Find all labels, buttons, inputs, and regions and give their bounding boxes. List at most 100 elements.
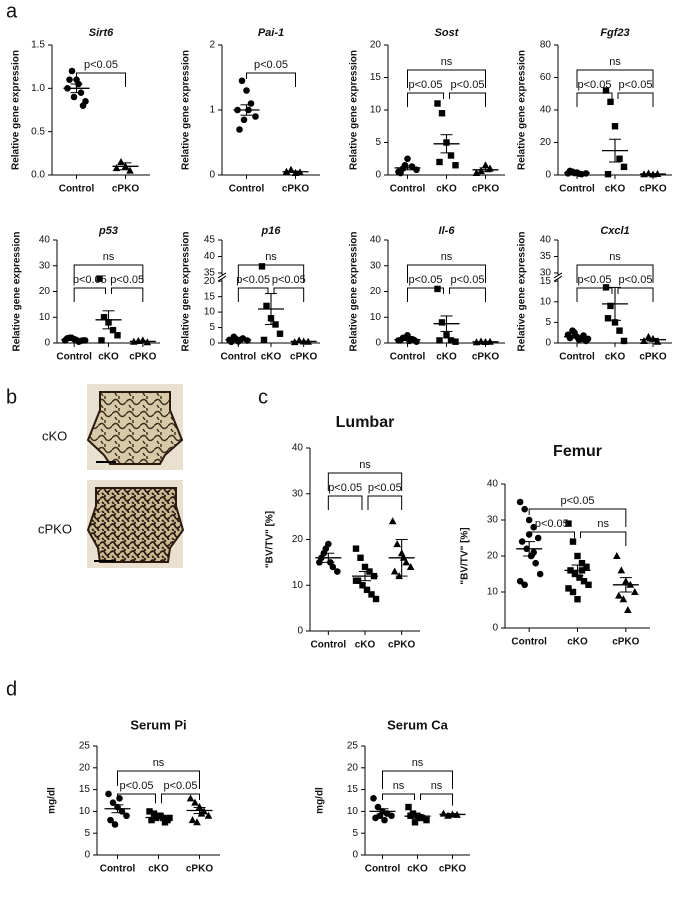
data-point — [186, 794, 195, 802]
comparison-label: p<0.05 — [619, 79, 653, 91]
y-tick-label: 0 — [545, 338, 551, 349]
y-tick-label: 5 — [84, 828, 90, 839]
data-point — [472, 169, 481, 177]
data-point — [521, 505, 528, 513]
data-point — [96, 275, 103, 282]
y-tick-label: 10 — [292, 580, 304, 591]
data-point — [624, 606, 632, 613]
data-point — [238, 77, 246, 85]
data-point — [516, 498, 524, 506]
comparison-label: ns — [597, 518, 609, 530]
data-point — [438, 319, 446, 326]
y-tick-label: 10 — [370, 105, 382, 116]
comparison-bracket — [327, 472, 403, 491]
comparison-bracket — [617, 92, 654, 107]
data-point — [191, 798, 199, 806]
x-tick-label: cKO — [407, 864, 428, 875]
data-point — [571, 570, 579, 578]
comparison-label: ns — [103, 251, 115, 263]
data-point — [620, 163, 628, 171]
x-tick-label: cPKO — [129, 352, 156, 363]
y-tick-label: 15 — [540, 276, 552, 287]
data-point — [236, 126, 243, 133]
x-tick-label: cKO — [605, 352, 626, 363]
data-point — [518, 538, 526, 545]
comparison-label: ns — [441, 251, 453, 263]
axis-break — [217, 275, 227, 282]
data-point — [123, 812, 130, 820]
y-tick-label: 20 — [487, 551, 499, 562]
comparison-label: p<0.05 — [451, 79, 485, 91]
data-point — [574, 596, 581, 603]
y-axis-label: Relative gene expression — [517, 231, 528, 351]
data-point — [574, 552, 581, 560]
y-tick-label: 60 — [540, 72, 552, 83]
y-axis-label: Relative gene expression — [349, 231, 360, 351]
x-tick-label: cPKO — [612, 637, 639, 648]
comparison-bracket — [420, 793, 453, 806]
comparison-label: p<0.05 — [110, 274, 144, 286]
y-tick-label: 0 — [545, 170, 551, 181]
data-point — [397, 169, 404, 177]
data-point — [114, 332, 121, 339]
data-point — [258, 263, 266, 270]
x-tick-label: cKO — [436, 184, 457, 195]
y-tick-label: 30 — [39, 260, 51, 271]
y-axis-label: Relative gene expression — [181, 231, 192, 351]
comparison-bracket — [111, 287, 144, 302]
y-tick-label: 20 — [540, 137, 552, 148]
data-point — [580, 578, 588, 585]
comparison-label: p<0.05 — [236, 274, 270, 286]
data-point — [117, 158, 125, 165]
data-point — [607, 302, 614, 310]
data-point — [631, 588, 639, 595]
data-point — [611, 123, 619, 130]
data-point — [361, 563, 369, 571]
panel: Sirt6 Relative gene expression 0.0 0.5 1.0 1.… — [11, 27, 150, 195]
comparison-bracket — [528, 531, 575, 538]
y-tick-label: 1 — [209, 105, 215, 116]
y-tick-label: 35 — [540, 251, 552, 262]
chart-title: Cxcl1 — [600, 225, 629, 237]
chart-title: Sost — [435, 27, 460, 39]
y-tick-label: 0.5 — [31, 126, 45, 137]
panel: Lumbar "BV/TV" [%] 0 10 20 30 40 Control cKO cPKO… — [265, 414, 420, 651]
y-tick-label: 10 — [39, 312, 51, 323]
data-point — [565, 585, 572, 592]
data-point — [447, 337, 455, 344]
y-tick-label: 0.0 — [31, 170, 45, 181]
data-point — [619, 595, 628, 603]
data-point — [436, 158, 443, 166]
y-tick-label: 0 — [375, 338, 381, 349]
data-point — [98, 337, 105, 344]
y-tick-label: 5 — [352, 828, 358, 839]
data-point — [525, 516, 533, 524]
data-point — [443, 332, 450, 339]
data-point — [370, 795, 377, 802]
x-tick-label: cPKO — [439, 864, 466, 875]
data-point — [534, 534, 542, 542]
y-tick-label: 15 — [370, 72, 382, 83]
data-point — [434, 285, 441, 293]
data-point — [620, 337, 628, 345]
data-point — [640, 336, 648, 344]
y-axis-label: Relative gene expression — [181, 50, 192, 170]
data-point — [161, 819, 169, 826]
y-axis-label: Relative gene expression — [349, 50, 360, 170]
comparison-label: ns — [609, 56, 621, 68]
comparison-bracket — [382, 770, 453, 789]
data-point — [381, 816, 388, 824]
comparison-bracket — [117, 770, 200, 789]
x-tick-label: Control — [229, 184, 265, 195]
data-point — [402, 558, 410, 566]
data-point — [195, 803, 204, 811]
panel: Serum Pi mg/dl 0 5 10 15 20 25 Control cKO cPKO ns p… — [47, 717, 220, 875]
comparison-bracket — [237, 287, 269, 302]
comparison-bracket — [382, 793, 415, 800]
comparison-label: p<0.05 — [451, 274, 485, 286]
data-point — [70, 93, 78, 101]
data-point — [148, 816, 155, 824]
y-tick-label: 30 — [370, 260, 382, 271]
data-point — [452, 338, 459, 345]
x-tick-label: Control — [511, 637, 547, 648]
